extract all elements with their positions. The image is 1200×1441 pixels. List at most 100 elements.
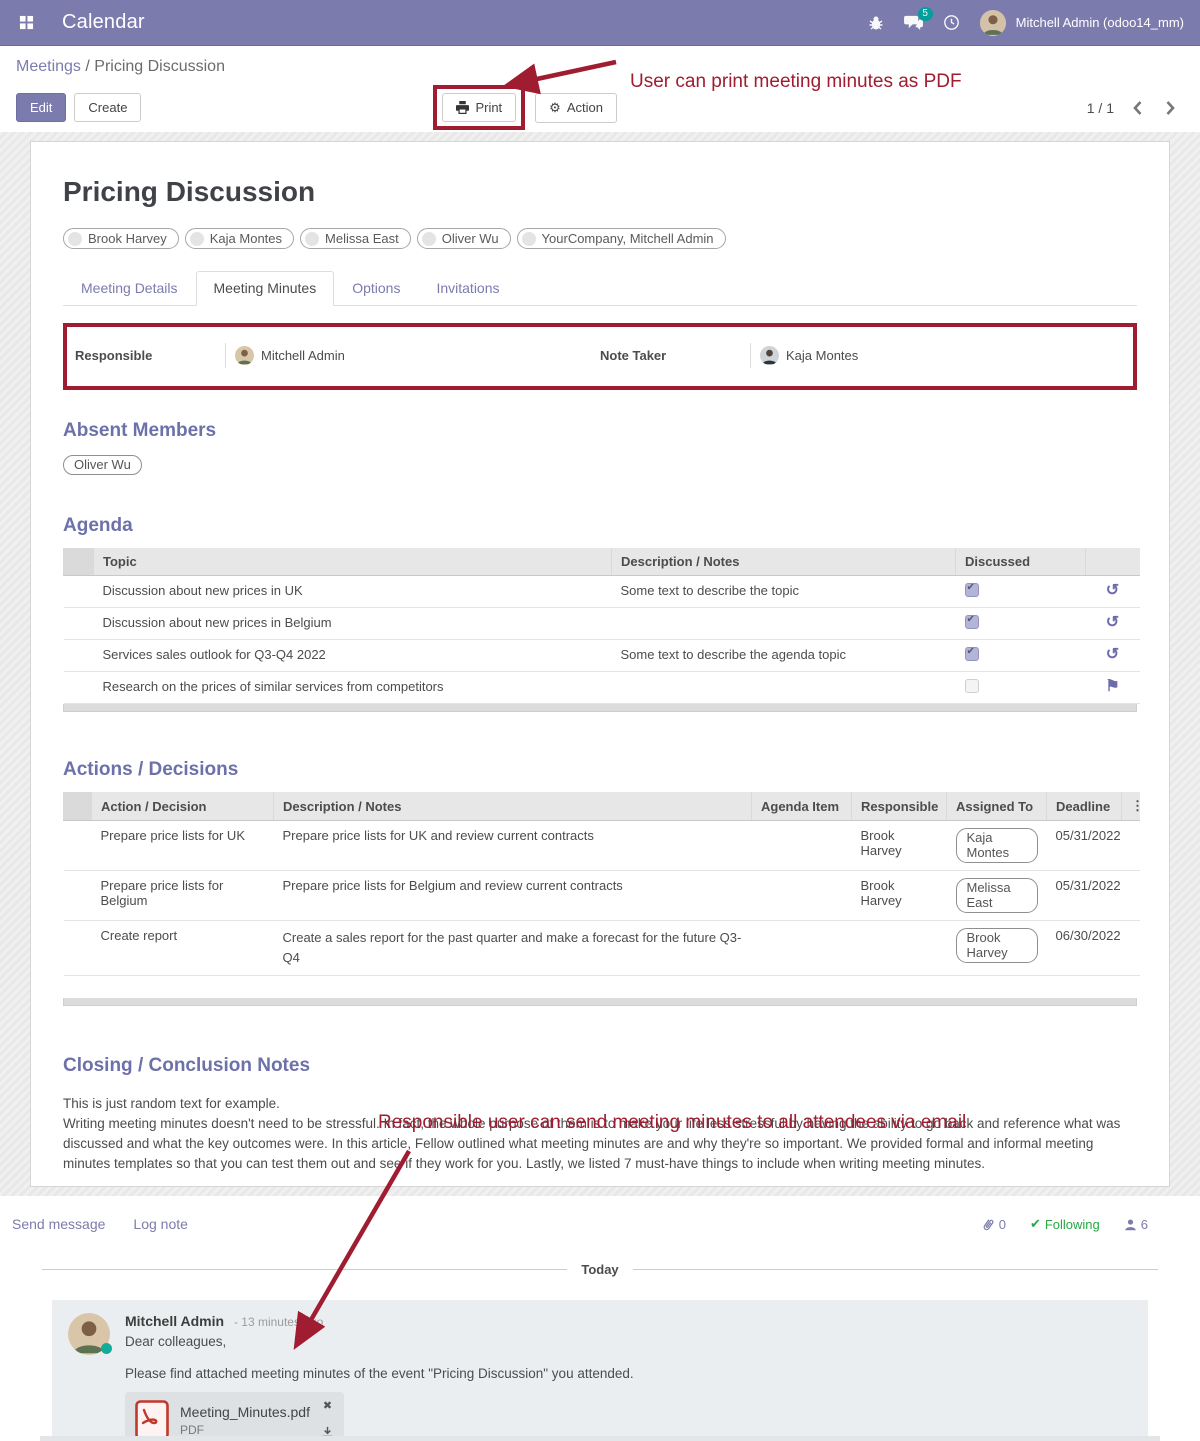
followers-button[interactable]: 6 (1124, 1217, 1148, 1232)
attendee-tag[interactable]: Melissa East (300, 228, 411, 249)
assigned-to-tag[interactable]: Melissa East (955, 878, 1038, 913)
attendee-avatar (189, 231, 204, 246)
action-decision: Prepare price lists for Belgium (91, 870, 274, 921)
agenda-table-scrollbar[interactable] (63, 704, 1137, 712)
action-responsible (851, 920, 947, 976)
notebook-tabs: Meeting Details Meeting Minutes Options … (63, 271, 1137, 306)
col-action-decision[interactable]: Action / Decision (91, 792, 274, 821)
action-button[interactable]: ⚙ Action (535, 92, 617, 123)
tab-meeting-details[interactable]: Meeting Details (81, 280, 178, 296)
action-deadline: 06/30/2022 (1046, 920, 1122, 976)
col-deadline[interactable]: Deadline (1046, 792, 1122, 821)
next-message-edge (40, 1436, 1160, 1441)
assigned-to-tag[interactable]: Brook Harvey (955, 928, 1038, 963)
responsible-field: Responsible Mitchell Admin (75, 343, 600, 368)
action-decision: Prepare price lists for UK (91, 820, 274, 871)
discussed-checkbox[interactable] (964, 679, 979, 693)
message-body: Please find attached meeting minutes of … (125, 1366, 634, 1381)
gear-icon: ⚙ (549, 99, 561, 115)
flag-icon[interactable]: ⚑ (1105, 678, 1120, 695)
user-menu[interactable] (979, 9, 1006, 36)
discussed-checkbox[interactable] (964, 646, 979, 661)
action-notes: Prepare price lists for UK and review cu… (273, 820, 752, 871)
actions-table-scrollbar[interactable] (63, 998, 1137, 1006)
tab-invitations[interactable]: Invitations (436, 280, 500, 296)
absent-member-tag[interactable]: Oliver Wu (63, 455, 142, 475)
action-row[interactable]: Prepare price lists for Belgium Prepare … (63, 870, 1140, 921)
note-taker-avatar (760, 346, 779, 365)
responsible-avatar (235, 346, 254, 365)
pager-value: 1 / 1 (1086, 99, 1114, 116)
following-button[interactable]: ✔ Following (1029, 1216, 1100, 1232)
col-description-notes[interactable]: Description / Notes (611, 548, 956, 576)
closing-notes-heading: Closing / Conclusion Notes (63, 1055, 311, 1076)
attachment-card[interactable]: Meeting_Minutes.pdf PDF ✖ (125, 1392, 344, 1441)
col-discussed[interactable]: Discussed (955, 548, 1086, 576)
closing-paragraph: Writing meeting minutes doesn't need to … (63, 1116, 1121, 1171)
message-author-avatar (68, 1313, 110, 1355)
undo-icon[interactable]: ↺ (1105, 582, 1120, 599)
user-name[interactable]: Mitchell Admin (odoo14_mm) (1015, 15, 1184, 30)
col-agenda-item[interactable]: Agenda Item (751, 792, 852, 821)
attendee-tag[interactable]: Oliver Wu (416, 228, 511, 249)
pager-next-button[interactable] (1165, 100, 1176, 116)
followers-count: 6 (1140, 1216, 1148, 1232)
attachment-type: PDF (180, 1422, 204, 1437)
send-message-link[interactable]: Send message (12, 1216, 106, 1232)
print-button[interactable]: Print (442, 93, 517, 122)
optional-columns-kebab-icon[interactable]: ⋮ (1131, 798, 1144, 813)
agenda-row[interactable]: Discussion about new prices in Belgium ↺ (63, 607, 1140, 640)
messages-icon[interactable]: 5 (903, 7, 933, 31)
discussed-checkbox[interactable] (964, 614, 979, 629)
agenda-row[interactable]: Research on the prices of similar servic… (63, 671, 1140, 704)
pdf-file-icon (135, 1400, 169, 1440)
attachment-filename[interactable]: Meeting_Minutes.pdf (180, 1403, 310, 1420)
undo-icon[interactable]: ↺ (1105, 646, 1120, 663)
col-topic[interactable]: Topic (93, 548, 612, 576)
action-row[interactable]: Prepare price lists for UK Prepare price… (63, 820, 1140, 871)
attendee-avatar (305, 231, 320, 246)
annotation-print-note: User can print meeting minutes as PDF (630, 71, 962, 92)
action-row[interactable]: Create report Create a sales report for … (63, 920, 1140, 976)
breadcrumb-meetings[interactable]: Meetings (16, 58, 81, 75)
apps-menu-icon[interactable] (16, 13, 36, 33)
col-responsible[interactable]: Responsible (851, 792, 947, 821)
action-deadline: 05/31/2022 (1046, 820, 1122, 871)
tab-meeting-minutes[interactable]: Meeting Minutes (195, 271, 335, 306)
row-handle-column (63, 792, 92, 821)
agenda-row[interactable]: Discussion about new prices in UK Some t… (63, 575, 1140, 608)
undo-icon[interactable]: ↺ (1105, 614, 1120, 631)
print-highlight-box: Print (433, 85, 526, 130)
edit-button[interactable]: Edit (16, 93, 67, 122)
attachments-button[interactable]: 0 (982, 1217, 1006, 1232)
chevron-right-icon (1166, 100, 1175, 115)
col-assigned-to[interactable]: Assigned To (946, 792, 1047, 821)
debug-bug-icon[interactable] (868, 15, 884, 31)
assigned-to-tag[interactable]: Kaja Montes (955, 828, 1038, 863)
discussed-checkbox[interactable] (964, 582, 979, 597)
create-button[interactable]: Create (74, 93, 142, 122)
responsible-value[interactable]: Mitchell Admin (261, 348, 345, 363)
action-deadline: 05/31/2022 (1046, 870, 1122, 921)
today-divider: Today (42, 1262, 1159, 1277)
agenda-row[interactable]: Services sales outlook for Q3-Q4 2022 So… (63, 639, 1140, 672)
attendee-tag[interactable]: Kaja Montes (184, 228, 295, 249)
attendee-tag[interactable]: Brook Harvey (63, 228, 179, 249)
agenda-topic: Discussion about new prices in Belgium (93, 607, 612, 640)
app-title[interactable]: Calendar (62, 11, 145, 33)
note-taker-value[interactable]: Kaja Montes (786, 348, 859, 363)
breadcrumb-current: Pricing Discussion (94, 58, 225, 75)
col-description-notes[interactable]: Description / Notes (273, 792, 752, 821)
tab-options[interactable]: Options (352, 280, 401, 296)
pager-previous-button[interactable] (1132, 100, 1143, 116)
agenda-topic: Services sales outlook for Q3-Q4 2022 (93, 639, 612, 672)
log-note-link[interactable]: Log note (133, 1216, 188, 1232)
responsible-label: Responsible (75, 348, 153, 363)
activity-clock-icon[interactable] (943, 14, 960, 31)
attendee-tag[interactable]: YourCompany, Mitchell Admin (516, 228, 726, 249)
message-author[interactable]: Mitchell Admin (125, 1313, 225, 1329)
control-panel: Meetings / Pricing Discussion Edit Creat… (0, 46, 1200, 132)
user-avatar (979, 9, 1006, 36)
close-icon[interactable]: ✖ (322, 1400, 333, 1412)
agenda-table: Topic Description / Notes Discussed Disc… (63, 548, 1140, 704)
